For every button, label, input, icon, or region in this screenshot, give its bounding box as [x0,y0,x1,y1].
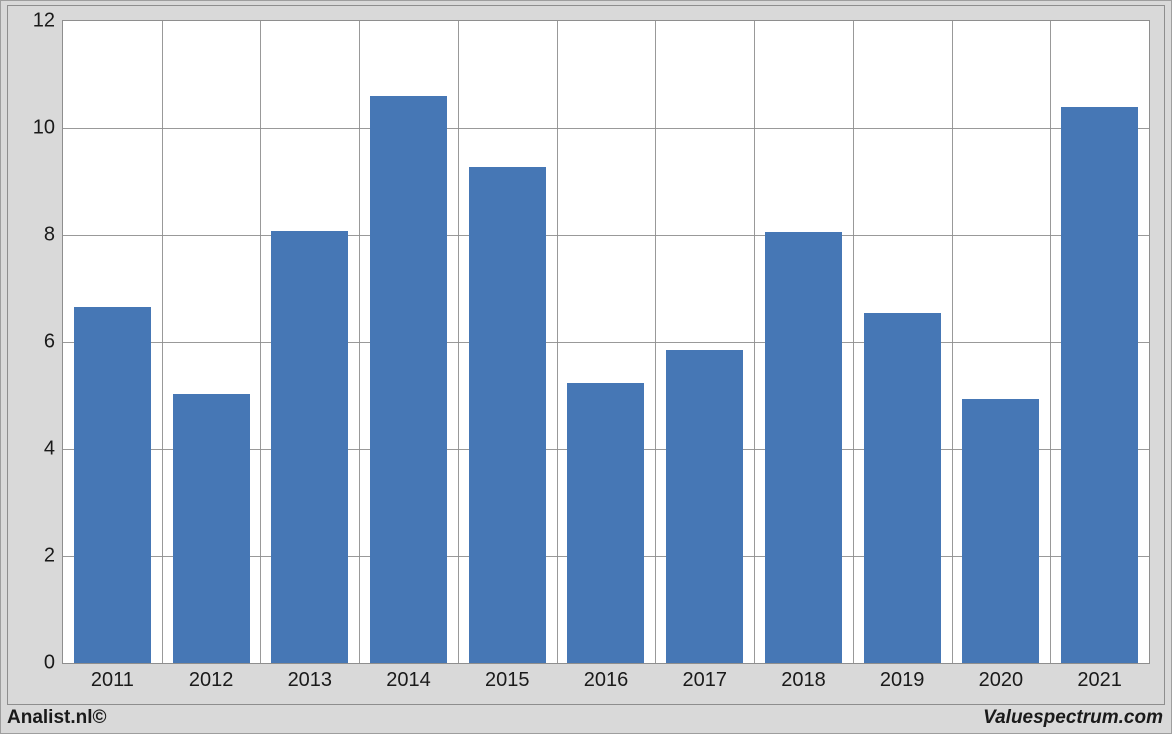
gridline-horizontal [63,342,1149,343]
gridline-vertical [754,21,755,663]
y-tick-label: 8 [44,224,55,247]
gridline-vertical [952,21,953,663]
bar [765,232,842,663]
x-tick-label: 2020 [979,669,1024,692]
x-tick-label: 2013 [288,669,333,692]
x-tick-label: 2017 [682,669,727,692]
y-tick-label: 0 [44,652,55,675]
footer-credit-left: Analist.nl© [7,707,107,729]
plot-area: 0246810122011201220132014201520162017201… [62,20,1150,664]
bar [74,307,151,663]
gridline-vertical [359,21,360,663]
bar [567,383,644,663]
bar [271,231,348,663]
gridline-vertical [557,21,558,663]
bar [962,399,1039,663]
bar [173,394,250,663]
x-tick-label: 2012 [189,669,234,692]
gridline-vertical [162,21,163,663]
bar [864,313,941,663]
outer-frame: 0 2 4 6 8 10 12 2011 2012 2013 2014 2015 2016 2017 201… [0,0,1172,734]
chart-frame: 0 2 4 6 8 10 12 2011 2012 2013 2014 2015 2016 2017 201… [7,5,1165,705]
x-tick-label: 2014 [386,669,431,692]
y-tick-label: 12 [33,10,55,33]
gridline-vertical [1050,21,1051,663]
y-tick-label: 4 [44,438,55,461]
x-tick-label: 2019 [880,669,925,692]
footer-credit-right: Valuespectrum.com [983,707,1163,729]
x-tick-label: 2015 [485,669,530,692]
gridline-vertical [260,21,261,663]
x-tick-label: 2016 [584,669,629,692]
gridline-horizontal [63,128,1149,129]
x-tick-label: 2011 [91,669,134,692]
bar [370,96,447,663]
bar [666,350,743,663]
gridline-horizontal [63,235,1149,236]
bar [469,167,546,663]
bar [1061,107,1138,663]
y-tick-label: 6 [44,331,55,354]
y-tick-label: 10 [33,117,55,140]
gridline-vertical [655,21,656,663]
gridline-vertical [458,21,459,663]
y-tick-label: 2 [44,545,55,568]
gridline-vertical [853,21,854,663]
x-tick-label: 2018 [781,669,826,692]
x-tick-label: 2021 [1077,669,1122,692]
